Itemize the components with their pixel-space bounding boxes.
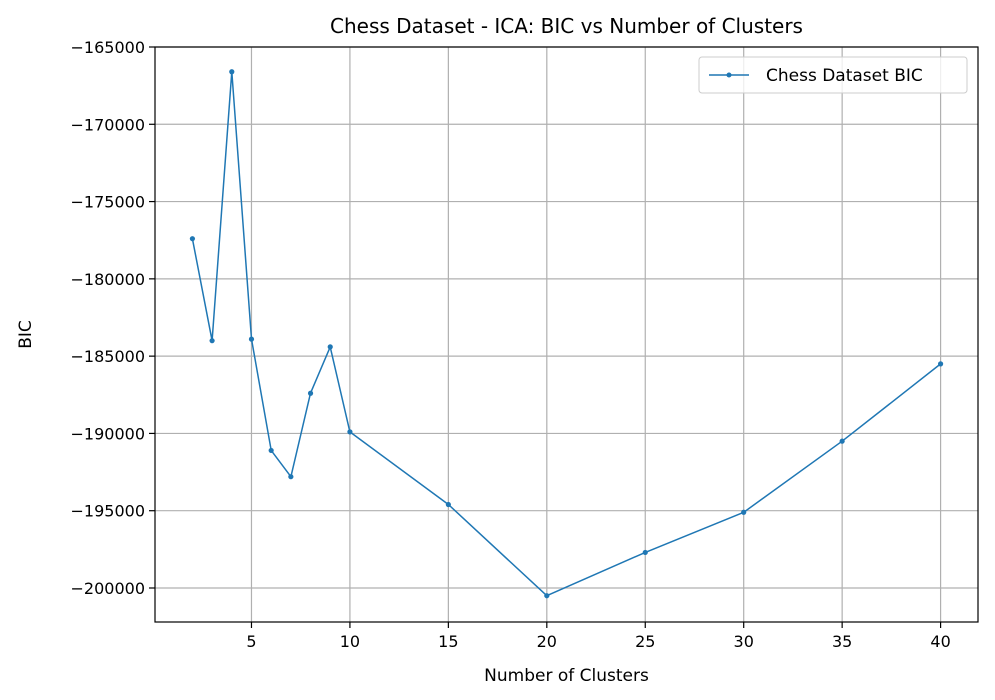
x-tick-label: 35	[832, 632, 852, 651]
x-tick-label: 5	[246, 632, 256, 651]
plot-frame	[154, 46, 979, 623]
y-tick-label: −180000	[71, 270, 145, 289]
data-point	[741, 509, 747, 515]
x-axis-label: Number of Clusters	[484, 666, 649, 686]
data-point	[327, 344, 333, 350]
data-point	[248, 336, 255, 342]
data-point	[268, 447, 274, 454]
data-point	[288, 474, 294, 480]
data-point	[189, 236, 196, 242]
legend-marker-swatch	[726, 72, 732, 78]
x-tick-label: 40	[930, 632, 950, 651]
data-point	[307, 390, 314, 396]
y-tick-label: −165000	[71, 38, 145, 57]
y-axis-label: BIC	[16, 320, 36, 349]
legend: Chess Dataset BIC	[698, 56, 968, 94]
data-point	[209, 338, 215, 344]
data-point	[445, 501, 451, 508]
data-point	[229, 69, 235, 75]
data-point	[347, 429, 353, 435]
x-tick-label: 30	[734, 632, 754, 651]
x-tick-label: 25	[635, 632, 655, 651]
y-tick-label: −175000	[71, 193, 145, 212]
y-axis-ticks: −165000 −170000 −175000 −180000 −185000 −1900…	[71, 38, 155, 598]
y-tick-label: −185000	[71, 347, 145, 366]
y-tick-label: −200000	[71, 579, 145, 598]
series-layer	[189, 69, 944, 599]
legend-box	[698, 56, 968, 94]
data-point	[544, 593, 550, 599]
data-point	[642, 549, 648, 556]
x-tick-label: 20	[537, 632, 557, 651]
chart-title: Chess Dataset - ICA: BIC vs Number of Cl…	[330, 14, 803, 38]
grid-lines	[155, 46, 978, 622]
data-point	[937, 361, 944, 367]
y-tick-label: −170000	[71, 115, 145, 134]
y-tick-label: −190000	[71, 424, 145, 443]
legend-entry-chess-dataset-bic: Chess Dataset BIC	[766, 66, 923, 86]
x-tick-label: 15	[438, 632, 458, 651]
x-axis-ticks: 5 10 15 20 25 30 35 40	[246, 622, 951, 651]
y-tick-label: −195000	[71, 502, 145, 521]
x-tick-label: 10	[340, 632, 360, 651]
data-point	[839, 438, 845, 444]
